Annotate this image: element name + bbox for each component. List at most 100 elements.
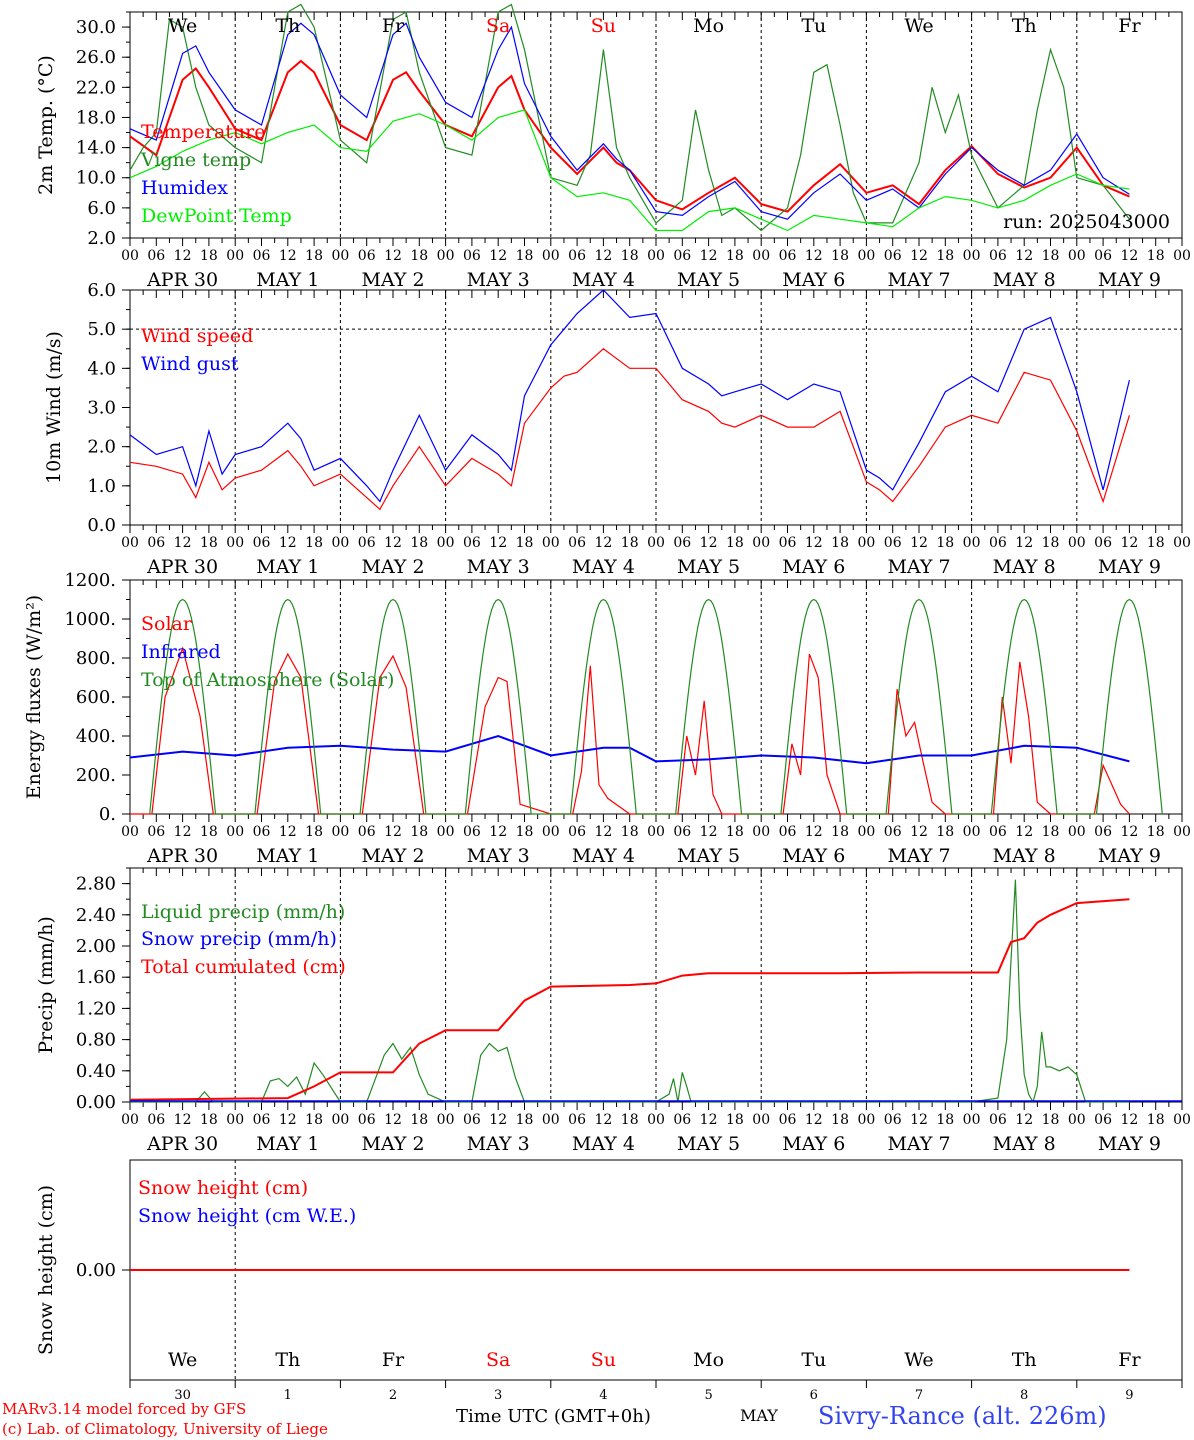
hour-tick-label: 00 — [752, 248, 770, 264]
station-label: Sivry-Rance (alt. 226m) — [818, 1402, 1107, 1430]
hour-tick-label: 00 — [1173, 1112, 1191, 1128]
hour-tick-label: 18 — [936, 1112, 954, 1128]
hour-tick-label: 18 — [726, 535, 744, 551]
hour-tick-label: 18 — [516, 824, 534, 840]
hour-tick-label: 12 — [279, 248, 297, 264]
hour-tick-label: 12 — [174, 248, 192, 264]
hour-tick-label: 18 — [305, 248, 323, 264]
hour-tick-label: 06 — [989, 535, 1007, 551]
hour-tick-label: 18 — [1042, 824, 1060, 840]
date-label: MAY 7 — [887, 269, 950, 291]
hour-tick-label: 06 — [884, 535, 902, 551]
hour-tick-label: 18 — [621, 824, 639, 840]
y-tick-label: 6.0 — [87, 198, 116, 219]
hour-tick-label: 18 — [200, 248, 218, 264]
hour-tick-label: 12 — [174, 535, 192, 551]
date-label: MAY 2 — [361, 1133, 424, 1155]
hour-tick-label: 06 — [989, 248, 1007, 264]
hour-tick-label: 12 — [700, 1112, 718, 1128]
date-label: MAY 6 — [782, 556, 845, 578]
hour-tick-label: 06 — [358, 824, 376, 840]
hour-tick-label: 00 — [1173, 824, 1191, 840]
y-tick-label: 26.0 — [76, 47, 116, 68]
hour-tick-label: 00 — [1068, 1112, 1086, 1128]
day-abbr: We — [168, 15, 197, 37]
hour-tick-label: 12 — [1120, 248, 1138, 264]
hour-tick-label: 00 — [226, 824, 244, 840]
hour-tick-label: 00 — [437, 248, 455, 264]
hour-tick-label: 06 — [673, 248, 691, 264]
hour-tick-label: 12 — [1015, 1112, 1033, 1128]
hour-tick-label: 18 — [621, 1112, 639, 1128]
hour-tick-label: 00 — [647, 824, 665, 840]
hour-tick-label: 18 — [1042, 248, 1060, 264]
date-label: MAY 4 — [572, 845, 635, 867]
y-tick-label: 18.0 — [76, 107, 116, 128]
date-label: APR 30 — [146, 1133, 218, 1155]
date-label: APR 30 — [146, 269, 218, 291]
date-label: MAY 9 — [1098, 269, 1161, 291]
hour-tick-label: 12 — [910, 824, 928, 840]
hour-tick-label: 06 — [1094, 824, 1112, 840]
day-number: 4 — [599, 1388, 607, 1403]
y-tick-label: 600. — [76, 687, 116, 708]
day-abbr: Fr — [382, 1349, 405, 1371]
day-abbr: Tu — [801, 15, 826, 37]
day-abbr: Tu — [801, 1349, 826, 1371]
day-abbr: Su — [591, 15, 616, 37]
hour-tick-label: 12 — [910, 248, 928, 264]
y-axis-label: 2m Temp. (°C) — [35, 55, 57, 195]
hour-tick-label: 06 — [779, 1112, 797, 1128]
y-tick-label: 200. — [76, 765, 116, 786]
hour-tick-label: 12 — [1015, 248, 1033, 264]
y-tick-label: 1200. — [64, 570, 116, 591]
hour-tick-label: 12 — [384, 248, 402, 264]
day-abbr: We — [904, 1349, 933, 1371]
legend-entry: Wind gust — [141, 353, 239, 375]
legend-entry: Humidex — [141, 177, 228, 199]
hour-tick-label: 12 — [805, 248, 823, 264]
hour-tick-label: 12 — [910, 535, 928, 551]
series-temperature — [129, 59, 1130, 213]
hour-tick-label: 06 — [147, 824, 165, 840]
legend-entry: Top of Atmosphere (Solar) — [141, 669, 394, 691]
hour-tick-label: 18 — [831, 824, 849, 840]
hour-tick-label: 18 — [1147, 824, 1165, 840]
hour-tick-label: 06 — [1094, 1112, 1112, 1128]
hour-tick-label: 00 — [963, 535, 981, 551]
legend-entry: Infrared — [141, 641, 221, 663]
hour-tick-label: 06 — [1094, 535, 1112, 551]
hour-tick-label: 12 — [910, 1112, 928, 1128]
hour-tick-label: 00 — [963, 824, 981, 840]
hour-tick-label: 00 — [1173, 248, 1191, 264]
hour-tick-label: 12 — [489, 1112, 507, 1128]
hour-tick-label: 12 — [1120, 1112, 1138, 1128]
y-axis-label: Precip (mm/h) — [35, 916, 57, 1054]
y-tick-label: 0.40 — [76, 1061, 116, 1082]
legend-entry: Liquid precip (mm/h) — [141, 901, 345, 923]
hour-tick-label: 12 — [594, 248, 612, 264]
date-label: MAY 1 — [256, 556, 319, 578]
hour-tick-label: 00 — [542, 824, 560, 840]
hour-tick-label: 18 — [831, 248, 849, 264]
hour-tick-label: 12 — [700, 535, 718, 551]
hour-tick-label: 12 — [279, 535, 297, 551]
y-tick-label: 10.0 — [76, 168, 116, 189]
hour-tick-label: 00 — [752, 535, 770, 551]
series-vigne-temp — [129, 3, 1130, 232]
hour-tick-label: 06 — [463, 248, 481, 264]
hour-tick-label: 18 — [621, 248, 639, 264]
y-axis-label: Energy fluxes (W/m²) — [23, 595, 45, 799]
hour-tick-label: 00 — [1068, 535, 1086, 551]
date-label: APR 30 — [146, 556, 218, 578]
date-label: MAY 3 — [467, 845, 530, 867]
legend-entry: Total cumulated (cm) — [141, 956, 346, 978]
hour-tick-label: 00 — [1068, 824, 1086, 840]
hour-tick-label: 00 — [226, 248, 244, 264]
y-tick-label: 400. — [76, 726, 116, 747]
hour-tick-label: 12 — [1015, 535, 1033, 551]
y-tick-label: 3.0 — [87, 398, 116, 419]
hour-tick-label: 18 — [410, 535, 428, 551]
date-label: MAY 9 — [1098, 845, 1161, 867]
hour-tick-label: 18 — [305, 1112, 323, 1128]
